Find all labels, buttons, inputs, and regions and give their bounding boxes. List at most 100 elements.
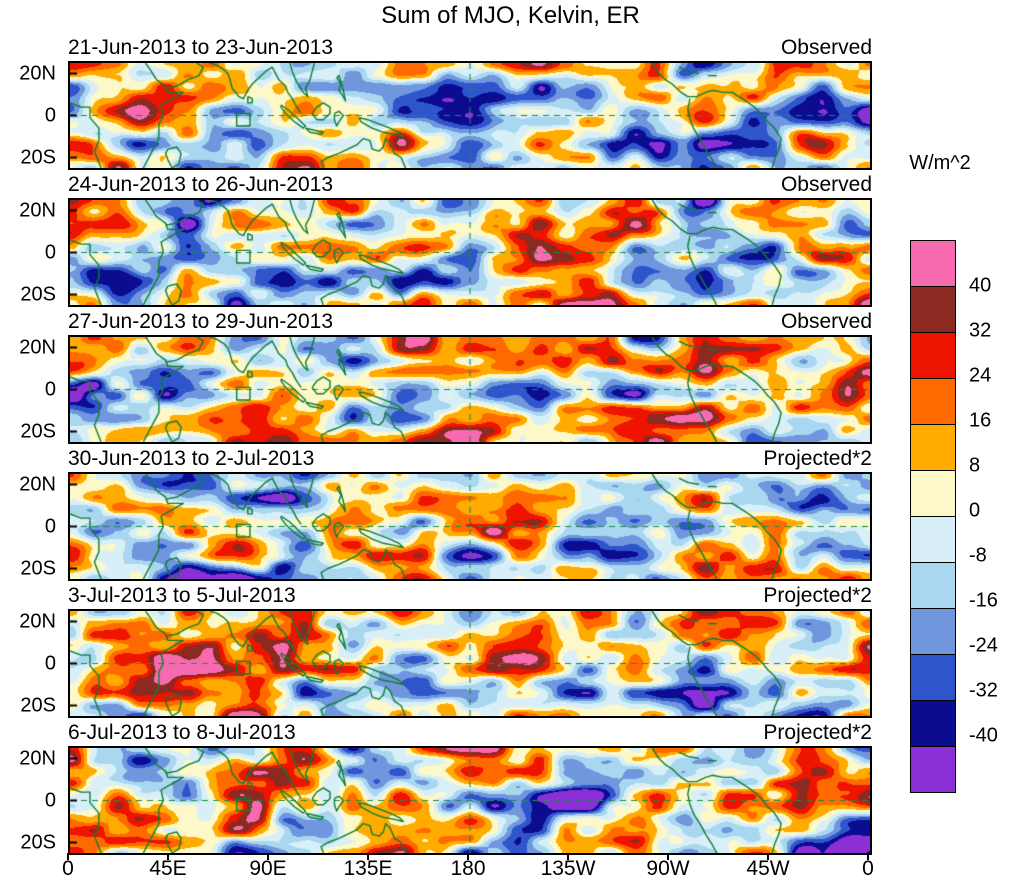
colorbar-tick-label: 24 <box>969 364 992 387</box>
map-panel: 20N 0 20S <box>19 198 872 307</box>
colorbar-tick-label: -32 <box>969 679 998 702</box>
map-canvas <box>70 337 870 442</box>
x-axis: 0 45E 90E 135E 180 135W 90W 45W 0 <box>0 857 1021 883</box>
x-tick-label: 135W <box>540 857 596 880</box>
y-tick-0: 0 <box>44 652 56 674</box>
colorbar-unit-label: W/m^2 <box>909 152 971 174</box>
colorbar-cell <box>911 286 955 332</box>
panel-date-range: 30-Jun-2013 to 2-Jul-2013 <box>68 447 315 470</box>
x-axis-tick <box>767 853 769 860</box>
panel-4-header: 30-Jun-2013 to 2-Jul-2013 Projected*2 <box>68 446 872 472</box>
x-axis-tick <box>167 853 169 860</box>
x-axis-tick <box>867 853 869 860</box>
colorbar-cell <box>911 424 955 470</box>
map-panel: 20N 0 20S <box>19 335 872 444</box>
panel-5: 3-Jul-2013 to 5-Jul-2013 Projected*2 20N… <box>19 583 872 718</box>
panel-date-range: 6-Jul-2013 to 8-Jul-2013 <box>68 721 296 744</box>
colorbar-tick-label: 8 <box>969 454 981 477</box>
x-tick-label: 180 <box>450 857 486 880</box>
x-axis-tick <box>467 853 469 860</box>
colorbar-tick-label: -8 <box>969 544 987 567</box>
y-tick-0: 0 <box>44 241 56 263</box>
chart-title: Sum of MJO, Kelvin, ER <box>381 2 640 29</box>
y-tick-0: 0 <box>44 515 56 537</box>
x-axis-tick <box>267 853 269 860</box>
colorbar-tick-label: -24 <box>969 634 998 657</box>
x-tick-label: 0 <box>62 857 74 880</box>
map-canvas <box>70 200 870 305</box>
y-tick-20n: 20N <box>19 336 56 358</box>
colorbar-cell <box>911 562 955 608</box>
y-tick-20n: 20N <box>19 610 56 632</box>
y-tick-20n: 20N <box>19 62 56 84</box>
y-tick-0: 0 <box>44 789 56 811</box>
y-tick-20n: 20N <box>19 747 56 769</box>
map-panel: 20N 0 20S <box>19 472 872 581</box>
panel-2: 24-Jun-2013 to 26-Jun-2013 Observed 20N … <box>19 172 872 307</box>
panel-date-range: 21-Jun-2013 to 23-Jun-2013 <box>68 36 334 59</box>
x-tick-label: 135E <box>343 857 393 880</box>
colorbar-cell <box>911 470 955 516</box>
y-tick-0: 0 <box>44 104 56 126</box>
x-axis-tick <box>67 853 69 860</box>
colorbar-cell <box>911 608 955 654</box>
panel-date-range: 27-Jun-2013 to 29-Jun-2013 <box>68 310 334 333</box>
x-tick-label: 0 <box>862 857 874 880</box>
y-tick-20s: 20S <box>20 420 56 442</box>
panel-type-label: Projected*2 <box>763 584 872 607</box>
colorbar-cell <box>911 746 955 792</box>
y-tick-20n: 20N <box>19 199 56 221</box>
colorbar: 40 32 24 16 8 0 -8 -16 -24 -32 -40 <box>910 240 998 793</box>
panel-date-range: 24-Jun-2013 to 26-Jun-2013 <box>68 173 334 196</box>
y-tick-20s: 20S <box>20 146 56 168</box>
colorbar-tick-label: -40 <box>969 724 998 747</box>
panel-type-label: Observed <box>780 36 872 59</box>
y-tick-20s: 20S <box>20 694 56 716</box>
y-tick-20n: 20N <box>19 473 56 495</box>
colorbar-cell <box>911 516 955 562</box>
map-canvas <box>70 611 870 716</box>
colorbar-tick-label: 0 <box>969 499 981 522</box>
colorbar-tick-label: 16 <box>969 409 992 432</box>
map-canvas <box>70 748 870 853</box>
panel-4: 30-Jun-2013 to 2-Jul-2013 Projected*2 20… <box>19 446 872 581</box>
panel-3-header: 27-Jun-2013 to 29-Jun-2013 Observed <box>68 309 872 335</box>
panel-type-label: Observed <box>780 173 872 196</box>
map-panel: 20N 0 20S <box>19 61 872 170</box>
panel-type-label: Projected*2 <box>763 721 872 744</box>
x-tick-label: 45E <box>149 857 187 880</box>
y-tick-20s: 20S <box>20 283 56 305</box>
panel-date-range: 3-Jul-2013 to 5-Jul-2013 <box>68 584 296 607</box>
panel-type-label: Observed <box>780 310 872 333</box>
map-panel: 20N 0 20S <box>19 746 872 855</box>
x-tick-label: 45W <box>746 857 790 880</box>
panel-2-header: 24-Jun-2013 to 26-Jun-2013 Observed <box>68 172 872 198</box>
panel-type-label: Projected*2 <box>763 447 872 470</box>
colorbar-tick-label: -16 <box>969 589 998 612</box>
panel-5-header: 3-Jul-2013 to 5-Jul-2013 Projected*2 <box>68 583 872 609</box>
map-canvas <box>70 63 870 168</box>
panel-1: 21-Jun-2013 to 23-Jun-2013 Observed 20N … <box>19 35 872 170</box>
x-tick-label: 90E <box>249 857 287 880</box>
y-tick-20s: 20S <box>20 557 56 579</box>
colorbar-tick-label: 32 <box>969 319 992 342</box>
x-axis-tick <box>567 853 569 860</box>
colorbar-cell <box>911 700 955 746</box>
panel-6: 6-Jul-2013 to 8-Jul-2013 Projected*2 20N… <box>19 720 872 855</box>
colorbar-cell <box>911 378 955 424</box>
colorbar-cell <box>911 332 955 378</box>
map-canvas <box>70 474 870 579</box>
panel-1-header: 21-Jun-2013 to 23-Jun-2013 Observed <box>68 35 872 61</box>
x-axis-tick <box>667 853 669 860</box>
x-axis-tick <box>367 853 369 860</box>
panel-6-header: 6-Jul-2013 to 8-Jul-2013 Projected*2 <box>68 720 872 746</box>
y-tick-20s: 20S <box>20 831 56 853</box>
panel-3: 27-Jun-2013 to 29-Jun-2013 Observed 20N … <box>19 309 872 444</box>
y-tick-0: 0 <box>44 378 56 400</box>
x-tick-label: 90W <box>646 857 690 880</box>
colorbar-cell <box>911 241 955 286</box>
colorbar-cell <box>911 654 955 700</box>
colorbar-tick-label: 40 <box>969 274 992 297</box>
map-panel: 20N 0 20S <box>19 609 872 718</box>
